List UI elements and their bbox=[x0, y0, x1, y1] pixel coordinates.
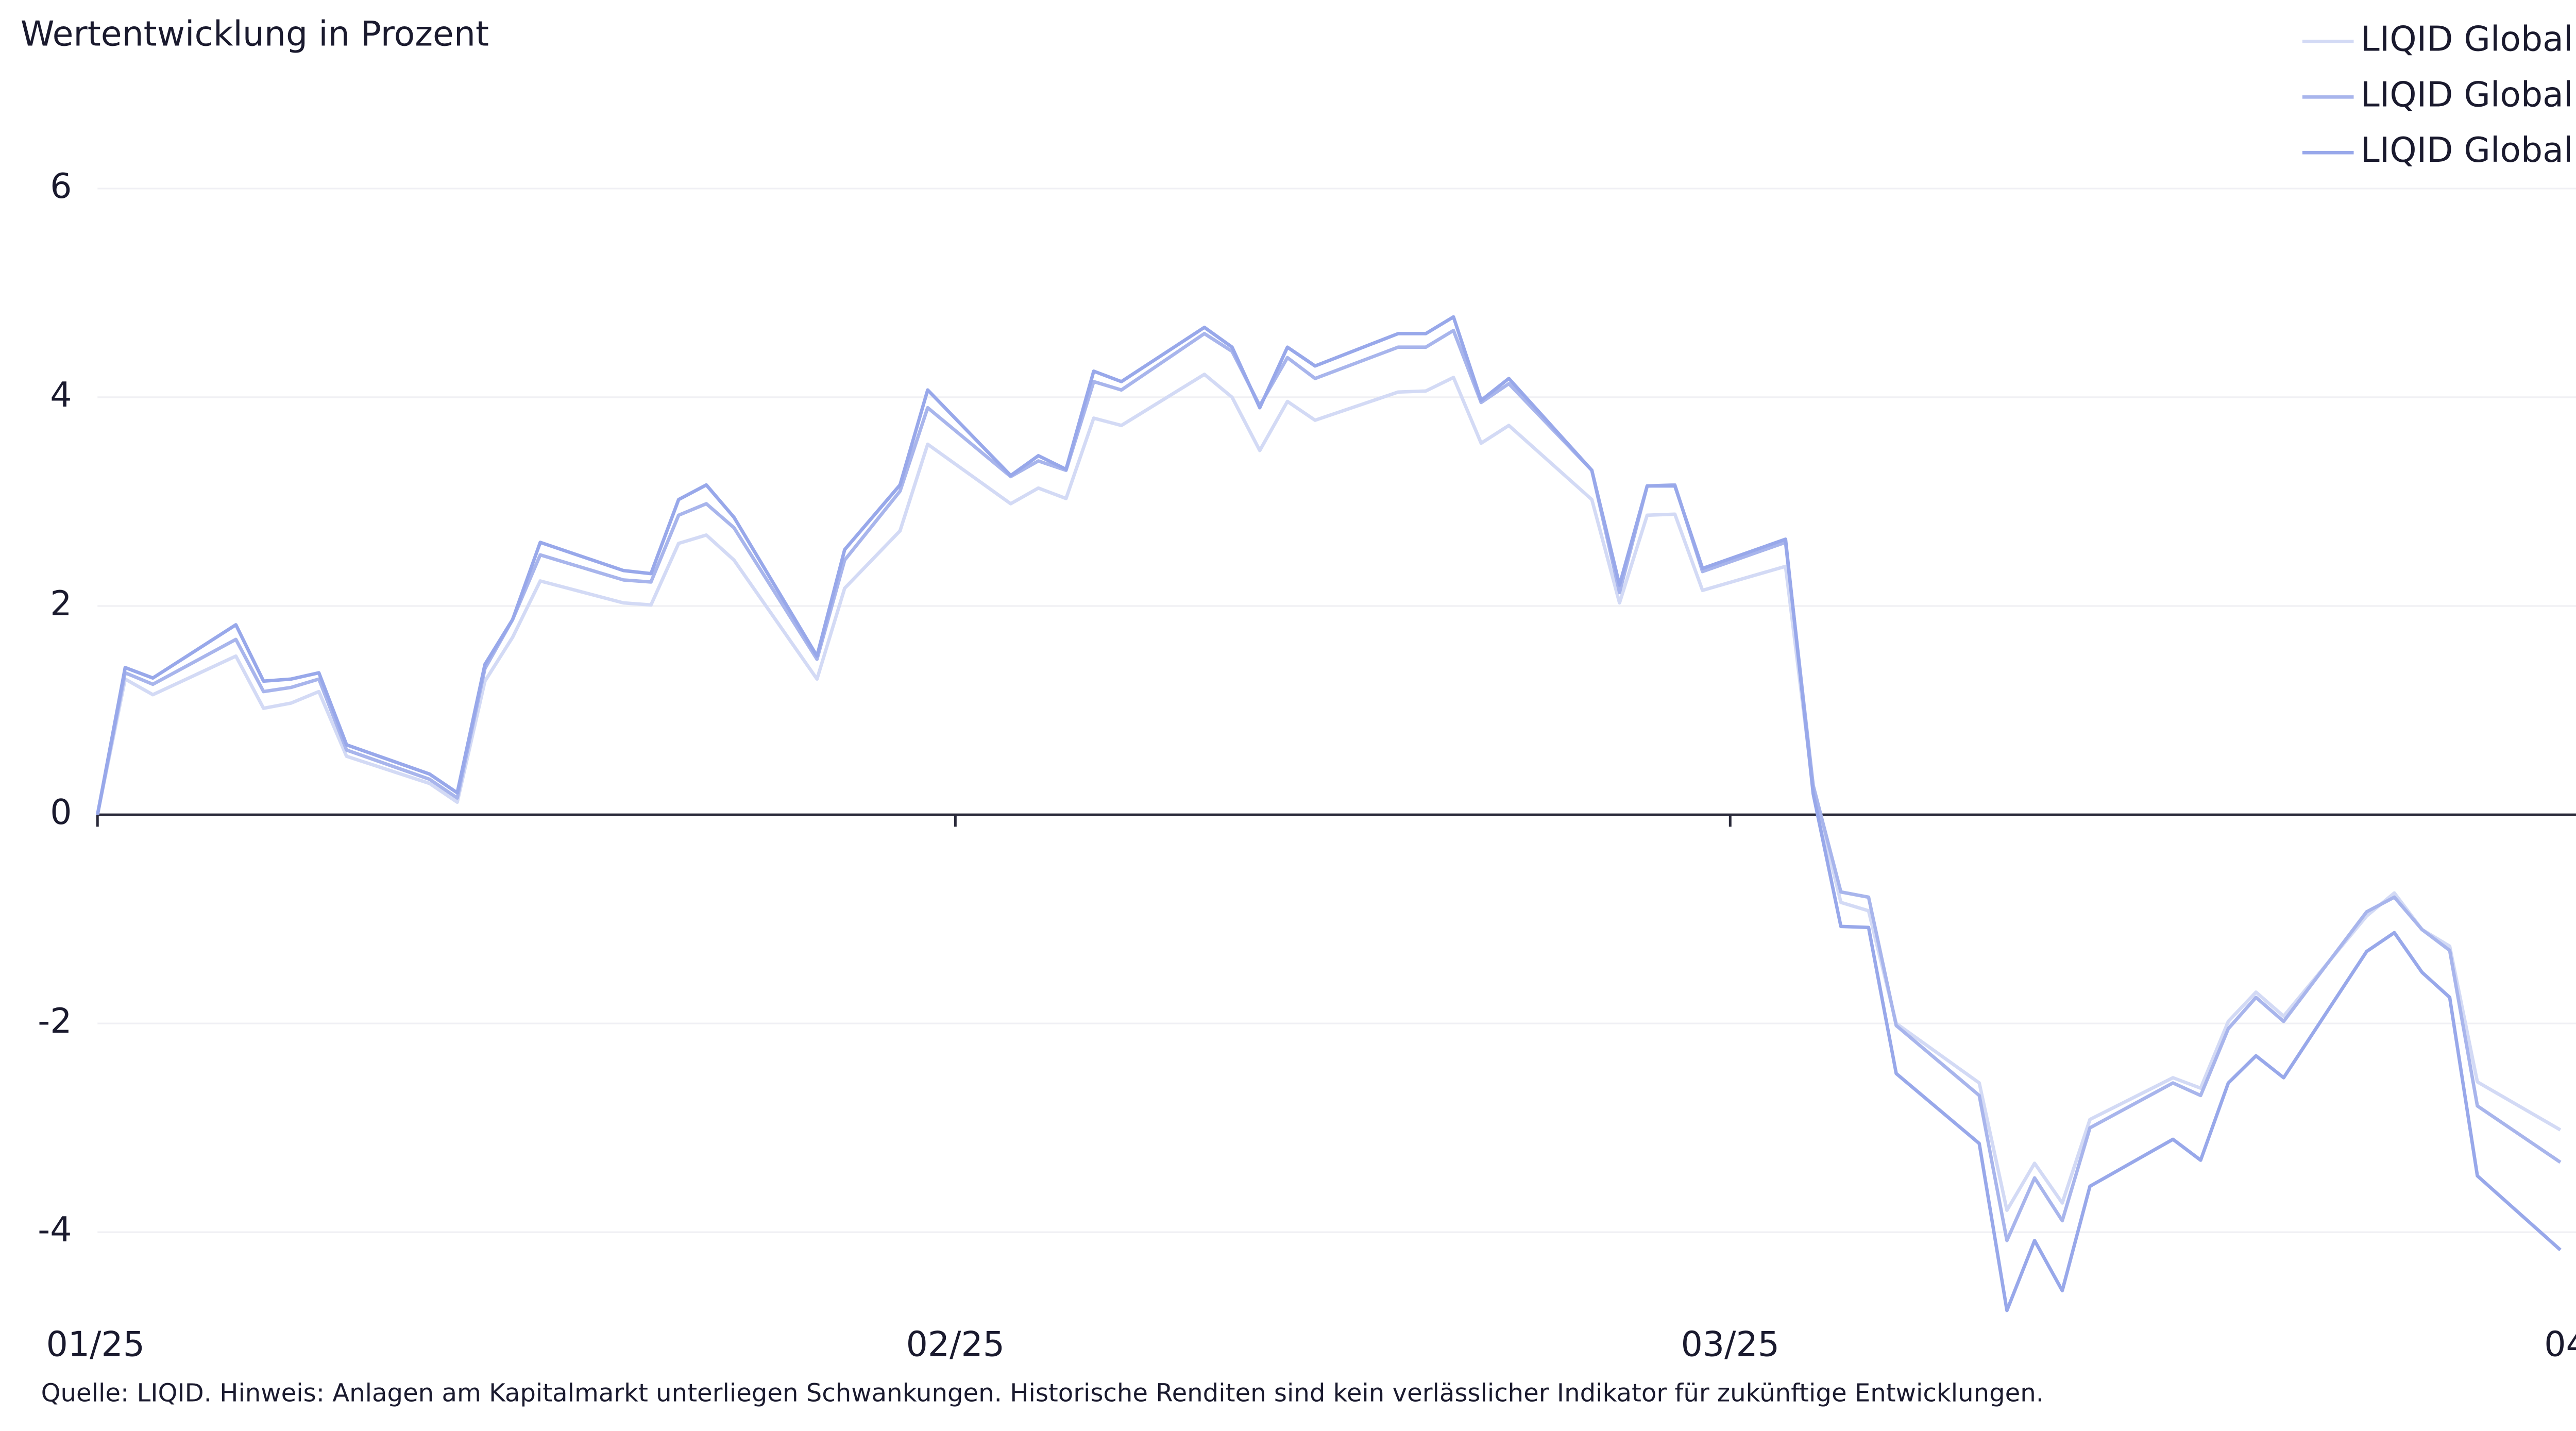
series-line bbox=[95, 315, 2562, 1312]
y-tick-label: 0 bbox=[50, 792, 72, 832]
series-line bbox=[95, 329, 2562, 1242]
x-tick-label: 04/25 bbox=[2544, 1324, 2576, 1365]
y-tick-label: -2 bbox=[38, 1001, 72, 1041]
y-tick-label: 4 bbox=[50, 375, 72, 415]
legend-label: LIQID Global 70 bbox=[2361, 19, 2576, 59]
x-tick-label: 01/25 bbox=[46, 1324, 145, 1365]
source-note: Quelle: LIQID. Hinweis: Anlagen am Kapit… bbox=[41, 1379, 2044, 1408]
legend-label: LIQID Global 80 bbox=[2361, 74, 2576, 114]
series-line bbox=[95, 373, 2562, 1212]
x-tick-label: 03/25 bbox=[1681, 1324, 1780, 1365]
chart-title: Wertentwicklung in Prozent bbox=[21, 13, 489, 54]
y-tick-label: 2 bbox=[50, 583, 72, 624]
legend-label: LIQID Global 90 bbox=[2361, 130, 2576, 170]
y-tick-label: 6 bbox=[50, 166, 72, 206]
y-tick-label: -4 bbox=[38, 1209, 72, 1250]
x-tick-label: 02/25 bbox=[906, 1324, 1005, 1365]
